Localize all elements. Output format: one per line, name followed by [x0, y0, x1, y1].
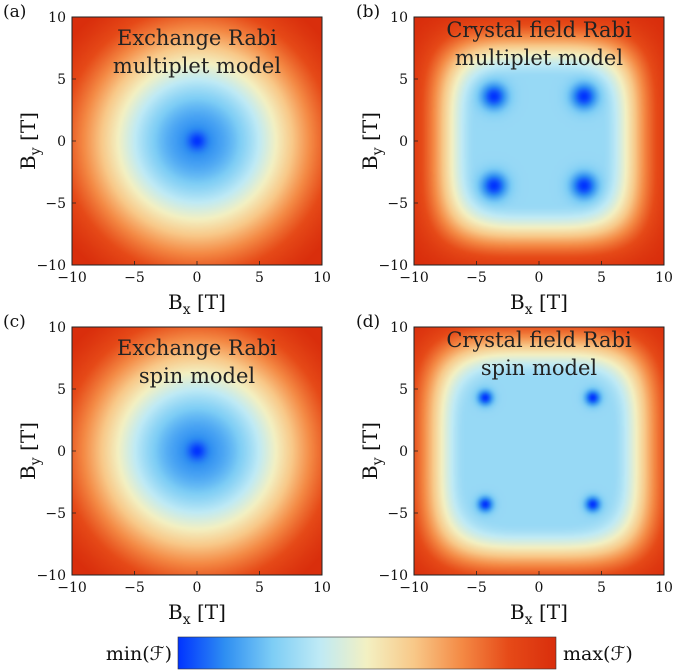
y-tick-label: −5 — [45, 196, 66, 212]
x-tick-label: −10 — [399, 270, 429, 286]
y-tick-label: 5 — [399, 382, 408, 398]
x-tick-label: 0 — [193, 270, 202, 286]
y-axis-label: By [T] — [16, 112, 44, 170]
y-tick-label: 5 — [57, 72, 66, 88]
heatmap-image — [72, 17, 322, 265]
x-tick-label: 10 — [655, 270, 673, 286]
panel-label: (c) — [3, 312, 26, 332]
x-tick-label: −5 — [124, 580, 145, 596]
x-tick-label: −10 — [57, 580, 87, 596]
x-tick-label: 10 — [655, 580, 673, 596]
x-tick-label: −5 — [466, 270, 487, 286]
y-tick-label: 0 — [399, 444, 408, 460]
tick-labels: −10 −5 0 5 10 −10 −5 0 5 10 — [378, 320, 672, 596]
y-tick-label: −5 — [45, 506, 66, 522]
colorbar-gradient — [177, 636, 557, 670]
y-tick-label: 0 — [57, 134, 66, 150]
y-tick-label: 5 — [399, 72, 408, 88]
y-tick-label: 10 — [390, 320, 408, 336]
panel-d: (d) Crystal field Rabi spin model −10 −5 0… — [356, 312, 673, 628]
colorbar-max-label: max(ℱ) — [563, 643, 633, 665]
heatmap-image — [414, 17, 664, 265]
panel-title-line-1: Crystal field Rabi — [446, 328, 632, 352]
x-tick-label: −5 — [124, 270, 145, 286]
x-tick-label: 10 — [313, 270, 331, 286]
y-tick-label: 0 — [57, 444, 66, 460]
colorbar: min(ℱ) max(ℱ) — [106, 636, 633, 670]
panel-title-line-1: Exchange Rabi — [117, 26, 277, 50]
y-tick-label: −5 — [387, 196, 408, 212]
y-axis-label: By [T] — [358, 422, 386, 480]
x-axis-label: Bx [T] — [510, 290, 568, 318]
tick-labels: −10 −5 0 5 10 −10 −5 0 5 10 — [36, 320, 330, 596]
panel-title-line-1: Crystal field Rabi — [446, 18, 632, 42]
panel-title-line-2: spin model — [139, 364, 256, 388]
panel-title-line-2: spin model — [481, 356, 598, 380]
panel-label: (b) — [356, 2, 380, 22]
panel-title-line-2: multiplet model — [113, 54, 281, 78]
y-tick-label: 10 — [48, 320, 66, 336]
x-axis-label: Bx [T] — [168, 290, 226, 318]
y-tick-label: −10 — [378, 568, 408, 584]
panel-label: (d) — [356, 312, 380, 332]
y-tick-label: −10 — [36, 568, 66, 584]
panel-c: (c) Exchange Rabi spin model −10 −5 0 5 10−1… — [3, 312, 331, 628]
panel-title-line-1: Exchange Rabi — [117, 336, 277, 360]
y-tick-label: −10 — [36, 258, 66, 274]
panel-a: (a) Exchange Rabi multiplet model −10 −5 0… — [3, 2, 331, 318]
y-tick-label: −10 — [378, 258, 408, 274]
x-tick-label: −10 — [399, 580, 429, 596]
x-tick-label: 0 — [535, 580, 544, 596]
heatmap-image — [72, 327, 322, 575]
y-tick-label: 5 — [57, 382, 66, 398]
panel-label: (a) — [3, 2, 26, 22]
tick-labels: −10 −5 0 5 10 −10 −5 0 5 10 — [378, 10, 672, 286]
tick-labels: −10 −5 0 5 10 −10 −5 0 5 10 — [36, 10, 330, 286]
x-tick-label: 10 — [313, 580, 331, 596]
x-tick-label: 5 — [255, 580, 264, 596]
panel-b: (b) Crystal field Rabi multiplet model −… — [356, 2, 673, 318]
x-tick-label: −10 — [57, 270, 87, 286]
y-tick-label: 10 — [48, 10, 66, 26]
x-tick-label: 5 — [597, 580, 606, 596]
y-tick-label: −5 — [387, 506, 408, 522]
y-tick-label: 0 — [399, 134, 408, 150]
y-axis-label: By [T] — [358, 112, 386, 170]
y-tick-label: 10 — [390, 10, 408, 26]
x-tick-label: −5 — [466, 580, 487, 596]
x-tick-label: 0 — [193, 580, 202, 596]
x-axis-label: Bx [T] — [168, 600, 226, 628]
x-axis-label: Bx [T] — [510, 600, 568, 628]
y-axis-label: By [T] — [16, 422, 44, 480]
heatmap-image — [414, 327, 664, 575]
x-tick-label: 5 — [597, 270, 606, 286]
colorbar-min-label: min(ℱ) — [106, 643, 172, 665]
panel-title-line-2: multiplet model — [455, 46, 623, 70]
x-tick-label: 5 — [255, 270, 264, 286]
x-tick-label: 0 — [535, 270, 544, 286]
